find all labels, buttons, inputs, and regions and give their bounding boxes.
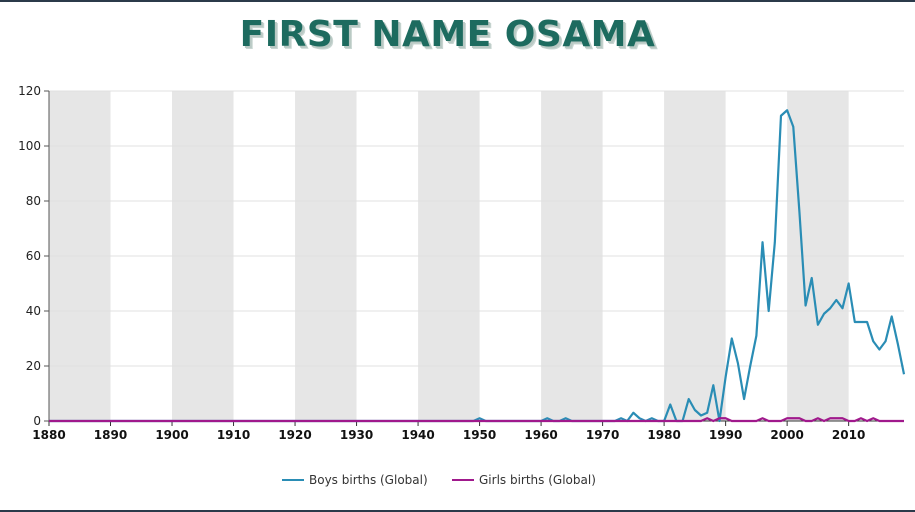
y-tick-label-40: 40 (26, 304, 41, 318)
x-tick-label-1880: 1880 (32, 428, 65, 442)
legend-item-girls[interactable]: Girls births (Global) (452, 473, 596, 487)
legend-item-boys[interactable]: Boys births (Global) (282, 473, 428, 487)
y-tick-label-80: 80 (26, 194, 41, 208)
y-tick-label-20: 20 (26, 359, 41, 373)
x-tick-label-1900: 1900 (155, 428, 188, 442)
top-border (0, 0, 915, 2)
legend-swatch-boys (282, 479, 304, 481)
x-tick-label-1940: 1940 (401, 428, 434, 442)
x-tick-label-1890: 1890 (94, 428, 127, 442)
x-tick-label-1910: 1910 (217, 428, 250, 442)
x-tick-label-2000: 2000 (770, 428, 803, 442)
x-tick-label-2010: 2010 (832, 428, 865, 442)
y-tick-label-100: 100 (18, 139, 41, 153)
series-line-girls (49, 417, 904, 423)
y-tick-label-60: 60 (26, 249, 41, 263)
y-tick-label-120: 120 (18, 84, 41, 98)
chart-title: FIRST NAME OSAMA (239, 14, 656, 55)
legend-label-boys: Boys births (Global) (309, 473, 428, 487)
legend-swatch-girls (452, 479, 474, 481)
x-tick-label-1950: 1950 (463, 428, 496, 442)
x-tick-label-1930: 1930 (340, 428, 373, 442)
x-tick-label-1970: 1970 (586, 428, 619, 442)
bottom-border (0, 510, 915, 512)
legend: Boys births (Global) Girls births (Globa… (0, 473, 915, 493)
y-tick-label-0: 0 (33, 414, 41, 428)
legend-label-girls: Girls births (Global) (479, 473, 596, 487)
x-tick-label-1920: 1920 (278, 428, 311, 442)
x-tick-label-1960: 1960 (524, 428, 557, 442)
x-tick-label-1990: 1990 (709, 428, 742, 442)
x-tick-label-1980: 1980 (647, 428, 680, 442)
